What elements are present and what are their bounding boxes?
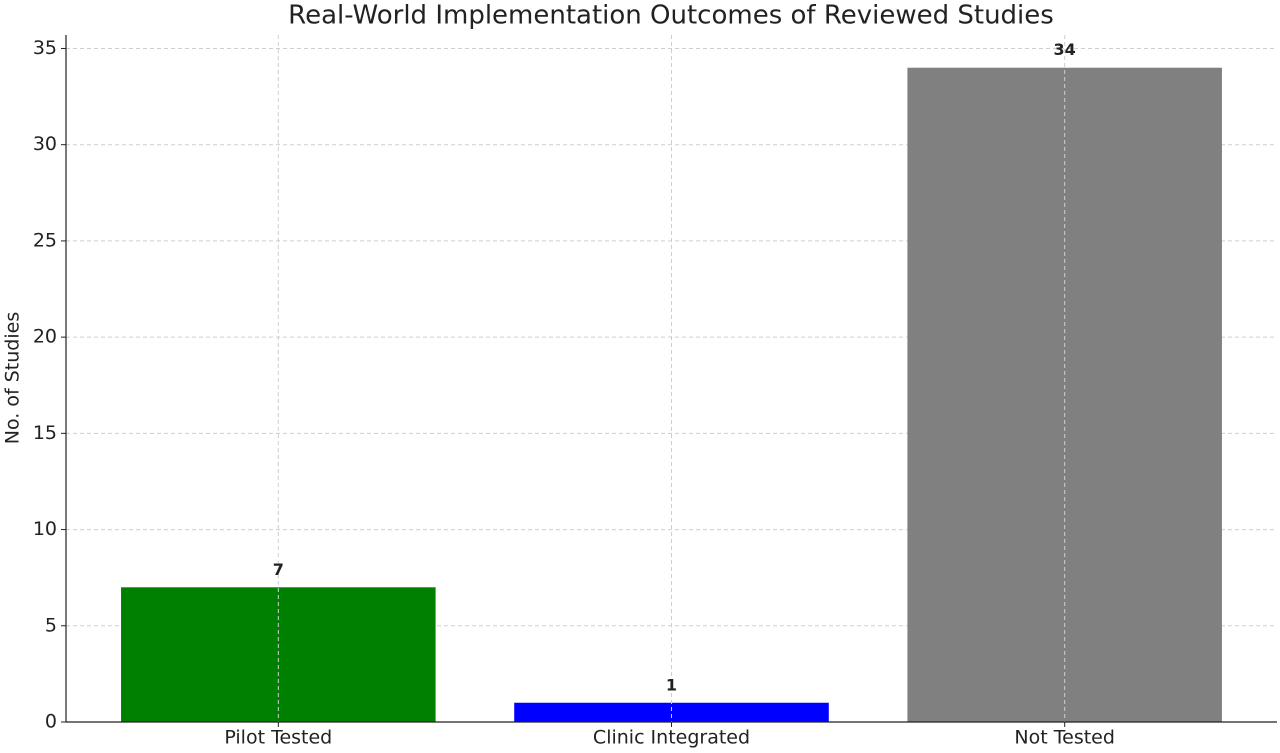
y-tick-label: 20 — [33, 326, 57, 348]
value-label: 7 — [273, 560, 284, 579]
y-tick-label: 0 — [45, 711, 57, 733]
x-tick-label: Clinic Integrated — [593, 727, 750, 749]
y-tick-label: 15 — [33, 422, 57, 444]
y-tick-label: 35 — [33, 37, 57, 59]
value-label: 1 — [666, 675, 677, 694]
value-label: 34 — [1054, 40, 1076, 59]
y-tick-label: 30 — [33, 133, 57, 155]
y-tick-label: 5 — [45, 614, 57, 636]
chart-title: Real-World Implementation Outcomes of Re… — [288, 1, 1054, 31]
x-tick-label: Pilot Tested — [224, 727, 332, 749]
x-tick-label: Not Tested — [1014, 727, 1115, 749]
bar — [514, 702, 829, 722]
y-axis-label: No. of Studies — [2, 312, 24, 444]
y-tick-label: 10 — [33, 518, 57, 540]
y-tick-label: 25 — [33, 229, 57, 251]
